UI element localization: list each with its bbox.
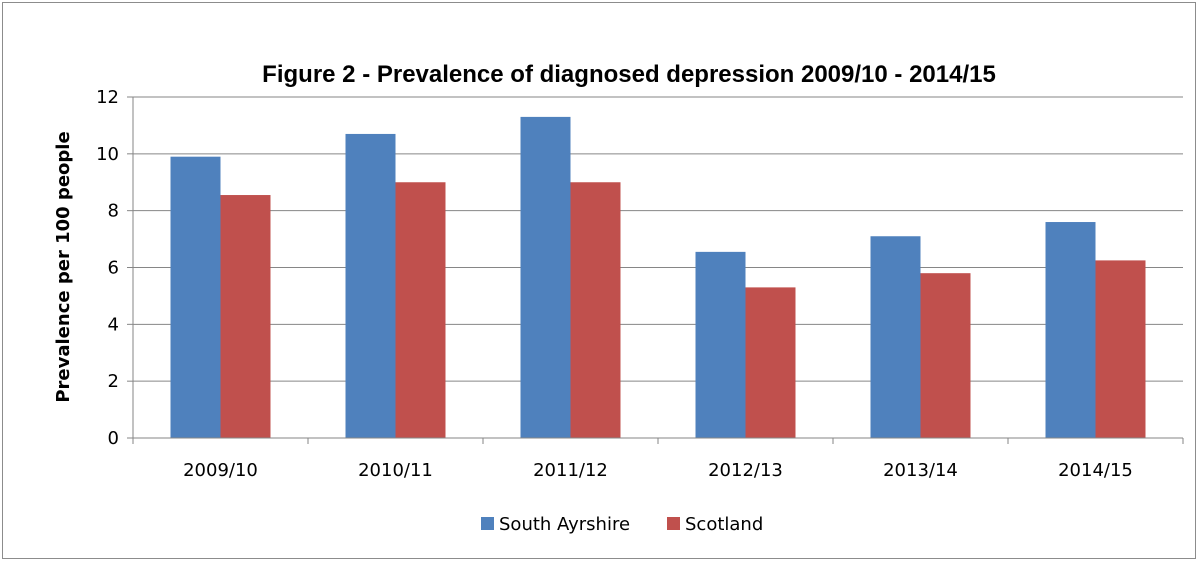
bar-scotland xyxy=(1095,260,1146,438)
bar-scotland xyxy=(395,182,446,438)
x-tick-label: 2012/13 xyxy=(708,460,783,481)
bars xyxy=(170,116,1146,439)
x-tick-label: 2013/14 xyxy=(883,460,958,481)
x-tick-label: 2011/12 xyxy=(533,460,608,481)
legend-swatch xyxy=(667,517,680,530)
y-tick-label: 2 xyxy=(108,371,119,392)
bar-south-ayrshire xyxy=(1045,222,1096,438)
bar-south-ayrshire xyxy=(520,116,571,439)
bar-scotland xyxy=(745,287,796,438)
y-tick-label: 10 xyxy=(96,144,119,165)
legend-swatch xyxy=(481,517,494,530)
bar-south-ayrshire xyxy=(695,251,746,438)
x-tick-label: 2009/10 xyxy=(183,460,258,481)
y-tick-labels: 0 2 4 6 8 10 12 xyxy=(96,87,119,449)
bar-south-ayrshire xyxy=(170,156,221,439)
y-axis-label: Prevalence per 100 people xyxy=(53,131,74,402)
bar-south-ayrshire xyxy=(345,133,396,439)
bar-scotland xyxy=(220,195,271,438)
axes xyxy=(127,96,1184,444)
bar-scotland xyxy=(920,273,971,438)
bar-south-ayrshire xyxy=(870,236,921,438)
x-tick-label: 2010/11 xyxy=(358,460,433,481)
y-tick-label: 4 xyxy=(108,314,119,335)
gridlines xyxy=(133,96,1183,382)
y-tick-label: 8 xyxy=(108,201,119,222)
x-tick-labels: 2009/10 2010/11 2011/12 2012/13 2013/14 2014/… xyxy=(183,460,1133,481)
legend-label: South Ayrshire xyxy=(499,514,630,535)
x-tick-label: 2014/15 xyxy=(1058,460,1133,481)
chart-title: Figure 2 - Prevalence of diagnosed depre… xyxy=(262,61,996,88)
y-tick-label: 0 xyxy=(108,428,119,449)
bar-scotland xyxy=(570,182,621,438)
legend-label: Scotland xyxy=(685,514,763,535)
y-tick-label: 12 xyxy=(96,87,119,108)
y-tick-label: 6 xyxy=(108,258,119,279)
legend: South Ayrshire Scotland xyxy=(481,514,763,535)
